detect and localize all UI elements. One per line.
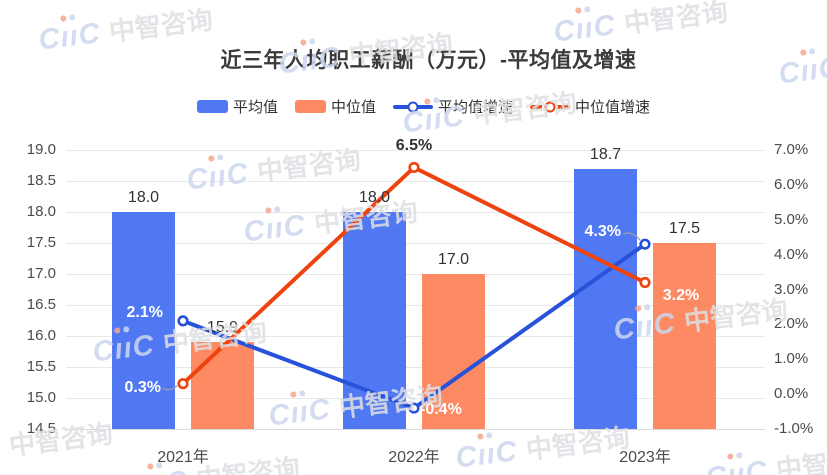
legend-bar-swatch-icon xyxy=(196,100,228,113)
bar-median xyxy=(422,274,485,429)
gridline xyxy=(66,367,765,368)
label-leader-line xyxy=(622,232,641,241)
legend-line-marker-icon xyxy=(530,100,571,114)
gridline xyxy=(66,274,765,275)
line-value-label: -0.4% xyxy=(420,401,462,419)
gridline xyxy=(66,243,765,244)
right-axis-tick-label: 0.0% xyxy=(774,385,809,403)
line-marker xyxy=(408,402,420,414)
right-axis-tick-label: 5.0% xyxy=(774,210,809,228)
left-axis-tick-label: 15.5 xyxy=(26,358,56,375)
gridline xyxy=(66,398,765,399)
gridline xyxy=(66,336,765,337)
line-value-label: 4.3% xyxy=(584,223,621,241)
bar-value-label: 18.0 xyxy=(127,189,160,206)
line-marker xyxy=(177,378,189,390)
gridline xyxy=(66,305,765,306)
x-axis-label: 2021年 xyxy=(157,449,209,466)
right-axis-tick-label: -1.0% xyxy=(774,420,814,437)
line-median-growth xyxy=(181,165,647,386)
right-axis-tick-label: 4.0% xyxy=(774,245,809,263)
left-axis-tick-label: 18.5 xyxy=(26,172,56,189)
chart-title: 近三年人均职工薪酬（万元）-平均值及增速 xyxy=(220,49,637,72)
left-axis-tick-label: 14.5 xyxy=(26,420,56,437)
legend-marker-dot xyxy=(407,101,419,112)
line-value-label: 0.3% xyxy=(124,378,161,396)
x-axis-label: 2022年 xyxy=(388,449,440,466)
bar-average xyxy=(574,168,637,429)
right-axis-tick-label: 3.0% xyxy=(774,280,809,298)
line-marker xyxy=(639,238,651,250)
gridline xyxy=(66,429,765,430)
left-axis-tick-label: 17.5 xyxy=(26,234,56,251)
legend-item-3[interactable]: 平均值增速 xyxy=(393,96,513,117)
legend-marker-dot xyxy=(544,101,556,112)
legend-item-label: 平均值增速 xyxy=(438,99,514,116)
bar-value-label: 18.7 xyxy=(589,145,622,163)
bar-value-label: 17.5 xyxy=(668,220,701,237)
legend-item-label: 平均值 xyxy=(232,99,278,116)
right-axis-tick-label: 2.0% xyxy=(774,315,809,333)
line-marker xyxy=(177,315,189,327)
gridline xyxy=(66,212,765,213)
legend-item-4[interactable]: 中位值增速 xyxy=(530,96,650,117)
gridline xyxy=(66,150,765,151)
gridline xyxy=(66,181,765,182)
right-axis-tick-label: 1.0% xyxy=(774,350,809,368)
legend-bar-swatch-icon xyxy=(294,100,326,113)
legend-item-1[interactable]: 平均值 xyxy=(196,96,278,117)
legend-item-2[interactable]: 中位值 xyxy=(294,96,376,117)
left-axis-tick-label: 19.0 xyxy=(26,141,56,158)
line-value-label: 6.5% xyxy=(395,137,433,155)
bar-value-label: 15.9 xyxy=(206,319,239,337)
x-axis-label: 2023年 xyxy=(619,449,671,466)
right-axis-tick-label: 7.0% xyxy=(774,141,809,158)
line-marker xyxy=(408,161,420,174)
bar-value-label: 18.0 xyxy=(358,189,391,206)
left-axis-tick-label: 16.0 xyxy=(26,327,56,344)
bar-average xyxy=(112,212,175,429)
left-axis-tick-label: 17.0 xyxy=(26,265,56,282)
chart-legend: 平均值 中位值 平均值增速 中位值增速 xyxy=(0,96,827,117)
bar-value-label: 17.0 xyxy=(437,251,470,268)
legend-line-marker-icon xyxy=(393,100,433,114)
bar-median xyxy=(653,243,716,429)
label-leader-line xyxy=(162,385,178,391)
left-axis-tick-label: 16.5 xyxy=(26,296,56,313)
bar-median xyxy=(191,342,254,429)
legend-item-label: 中位值 xyxy=(330,99,376,116)
left-axis-tick-label: 15.0 xyxy=(26,389,56,406)
line-marker xyxy=(639,276,651,289)
line-value-label: 3.2% xyxy=(662,286,700,304)
right-axis-tick-label: 6.0% xyxy=(774,175,809,193)
left-axis-tick-label: 18.0 xyxy=(26,203,56,220)
legend-item-label: 中位值增速 xyxy=(575,99,651,116)
line-value-label: 2.1% xyxy=(126,303,163,321)
